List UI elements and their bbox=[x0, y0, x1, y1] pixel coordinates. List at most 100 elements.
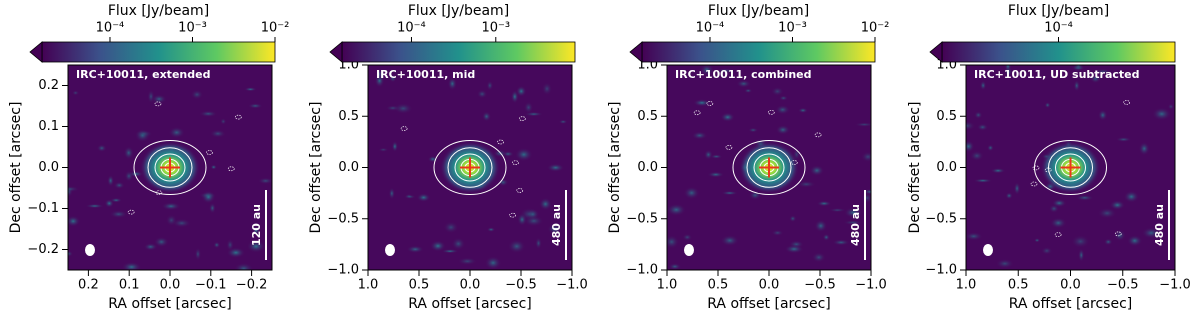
noise-speck bbox=[775, 104, 791, 115]
noise-speck bbox=[172, 218, 192, 228]
colorbar bbox=[41, 41, 276, 63]
y-tick-label: 0.0 bbox=[637, 160, 658, 175]
scale-bar-label: 480 au bbox=[550, 204, 563, 246]
contour bbox=[1123, 100, 1130, 105]
noise-speck bbox=[1071, 65, 1086, 70]
x-tick-label: 0.0 bbox=[160, 278, 181, 293]
beam bbox=[85, 244, 95, 256]
noise-speck bbox=[973, 178, 993, 183]
y-tick-label: 0.5 bbox=[338, 109, 359, 124]
noise-speck bbox=[389, 74, 397, 83]
y-tick-label: 0.5 bbox=[637, 109, 658, 124]
x-axis-label: RA offset [arcsec] bbox=[108, 296, 232, 312]
noise-speck bbox=[391, 140, 399, 152]
colorbar-tick-label: 10⁻³ bbox=[778, 21, 807, 36]
noise-speck bbox=[234, 262, 254, 270]
colorbar-tick-label: 10⁻³ bbox=[178, 21, 207, 36]
y-tick-label: −0.2 bbox=[27, 242, 59, 257]
panel-title: IRC+10011, mid bbox=[376, 68, 475, 81]
colorbar-tick-label: 10⁻⁴ bbox=[696, 21, 725, 36]
colorbar-extend bbox=[29, 41, 43, 63]
x-tick-label: 0.0 bbox=[1060, 278, 1081, 293]
y-tick-label: 0.5 bbox=[936, 109, 957, 124]
noise-speck bbox=[514, 147, 533, 162]
y-tick-label: 0.0 bbox=[936, 160, 957, 175]
y-tick-label: 0.0 bbox=[338, 160, 359, 175]
panel-title: IRC+10011, UD subtracted bbox=[974, 68, 1140, 81]
contour bbox=[1048, 147, 1093, 188]
beam bbox=[983, 244, 993, 256]
noise-speck bbox=[861, 151, 871, 163]
noise-speck bbox=[979, 80, 987, 91]
contour bbox=[814, 132, 822, 138]
noise-speck bbox=[486, 227, 496, 232]
x-tick-label: 0.0 bbox=[759, 278, 780, 293]
noise-speck bbox=[447, 77, 457, 91]
noise-speck bbox=[524, 111, 544, 117]
noise-speck bbox=[71, 90, 80, 96]
noise-speck bbox=[1097, 207, 1117, 219]
noise-speck bbox=[113, 181, 125, 189]
contour bbox=[725, 145, 733, 150]
noise-speck bbox=[798, 107, 808, 114]
contour bbox=[1044, 167, 1052, 173]
contour bbox=[1034, 140, 1107, 195]
noise-speck bbox=[210, 164, 217, 170]
noise-speck bbox=[828, 208, 846, 213]
colorbar-extend bbox=[629, 41, 643, 63]
noise-speck bbox=[68, 186, 80, 192]
noise-speck bbox=[486, 80, 494, 91]
noise-speck bbox=[451, 237, 466, 251]
colorbar-tick-label: 10⁻² bbox=[261, 21, 290, 36]
noise-speck bbox=[209, 129, 226, 138]
contour bbox=[154, 101, 162, 107]
noise-speck bbox=[1078, 248, 1085, 262]
noise-speck bbox=[476, 89, 488, 99]
noise-speck bbox=[720, 112, 735, 122]
noise-speck bbox=[429, 240, 446, 252]
noise-speck bbox=[987, 144, 994, 152]
image-area bbox=[966, 65, 1175, 270]
contour bbox=[206, 150, 213, 155]
noise-speck bbox=[96, 144, 107, 152]
noise-speck bbox=[703, 149, 713, 160]
colorbar-tick-label: 10⁻⁴ bbox=[397, 21, 426, 36]
noise-speck bbox=[977, 123, 989, 131]
noise-speck bbox=[861, 192, 871, 204]
colorbar-label: Flux [Jy/beam] bbox=[408, 3, 509, 19]
y-tick-label: 0.1 bbox=[38, 119, 59, 134]
noise-speck bbox=[1071, 234, 1090, 249]
colorbar-label: Flux [Jy/beam] bbox=[108, 3, 209, 19]
noise-speck bbox=[68, 250, 74, 257]
noise-speck bbox=[1109, 200, 1126, 210]
noise-speck bbox=[822, 233, 830, 241]
noise-speck bbox=[843, 207, 863, 218]
x-tick-label: −0.2 bbox=[236, 278, 268, 293]
noise-speck bbox=[1051, 199, 1067, 208]
noise-speck bbox=[484, 256, 502, 270]
x-tick-label: −0.5 bbox=[804, 278, 836, 293]
noise-speck bbox=[546, 163, 565, 172]
y-tick-label: −1.0 bbox=[925, 263, 957, 278]
noise-speck bbox=[668, 263, 682, 270]
contour bbox=[133, 140, 207, 195]
noise-speck bbox=[1044, 101, 1051, 109]
noise-speck bbox=[507, 239, 526, 254]
colorbar-tick-label: 10⁻⁴ bbox=[96, 21, 125, 36]
contour bbox=[227, 166, 235, 172]
noise-speck bbox=[538, 197, 552, 211]
contour bbox=[706, 101, 714, 106]
noise-speck bbox=[974, 111, 983, 119]
noise-speck bbox=[1098, 109, 1108, 121]
noise-speck bbox=[257, 177, 272, 185]
noise-speck bbox=[161, 202, 181, 211]
contour bbox=[155, 190, 163, 196]
contour bbox=[1054, 232, 1062, 238]
noise-speck bbox=[220, 118, 227, 125]
noise-speck bbox=[1152, 107, 1172, 121]
x-tick-label: −1.0 bbox=[556, 278, 588, 293]
y-axis-label: Dec offset [arcsec] bbox=[907, 102, 923, 234]
noise-speck bbox=[107, 174, 114, 187]
image-area bbox=[368, 65, 572, 270]
